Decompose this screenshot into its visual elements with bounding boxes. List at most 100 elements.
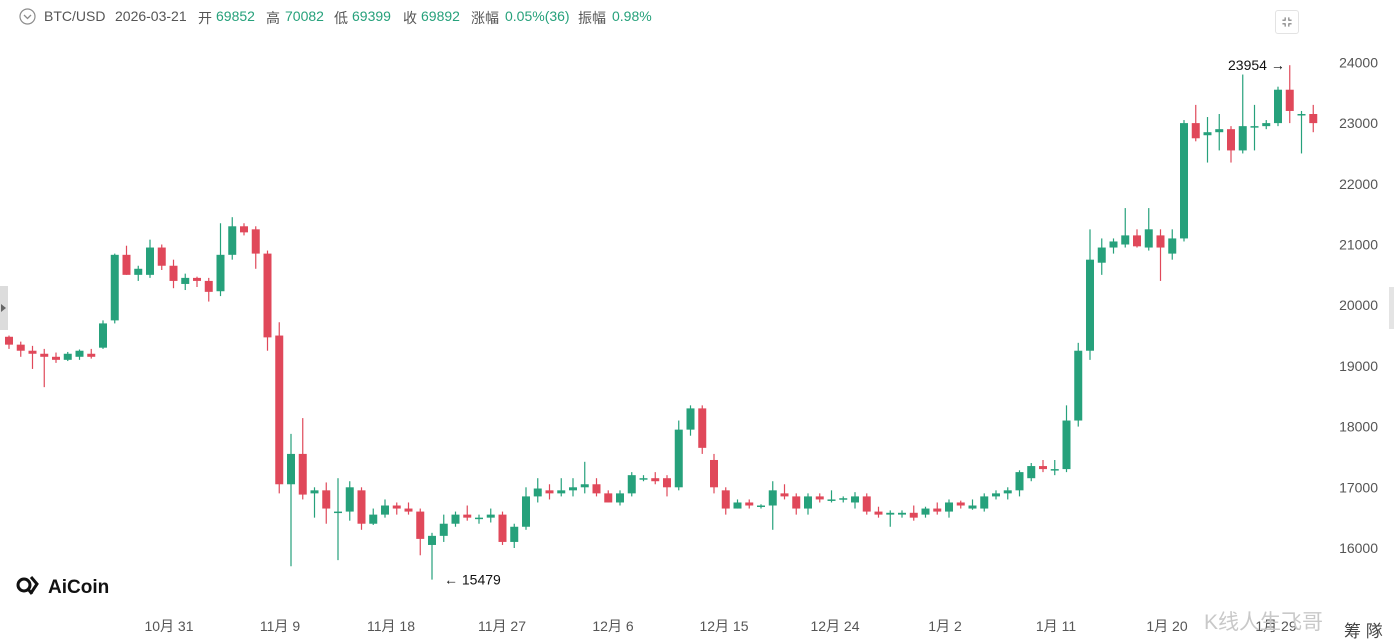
candle[interactable] bbox=[240, 223, 248, 236]
left-panel-handle[interactable] bbox=[0, 286, 8, 330]
candle[interactable] bbox=[827, 490, 836, 503]
candle[interactable] bbox=[63, 351, 72, 362]
candle[interactable] bbox=[745, 499, 754, 509]
candle[interactable] bbox=[1133, 229, 1141, 248]
candle[interactable] bbox=[1227, 126, 1235, 163]
candle[interactable] bbox=[757, 504, 765, 509]
candle[interactable] bbox=[122, 245, 131, 275]
candle[interactable] bbox=[134, 265, 143, 281]
candle[interactable] bbox=[815, 493, 824, 503]
candle[interactable] bbox=[933, 502, 942, 515]
candle[interactable] bbox=[698, 405, 707, 454]
candle[interactable] bbox=[1121, 208, 1130, 248]
candle[interactable] bbox=[1285, 65, 1294, 124]
candle[interactable] bbox=[193, 276, 201, 287]
candle[interactable] bbox=[357, 487, 366, 530]
candle[interactable] bbox=[439, 514, 448, 542]
candle[interactable] bbox=[768, 481, 777, 530]
candle[interactable] bbox=[5, 335, 13, 349]
candle[interactable] bbox=[1238, 74, 1247, 154]
candle[interactable] bbox=[1050, 459, 1059, 476]
candle[interactable] bbox=[651, 472, 660, 485]
candle[interactable] bbox=[157, 244, 166, 270]
candle[interactable] bbox=[416, 508, 425, 556]
candle[interactable] bbox=[522, 487, 530, 530]
candle[interactable] bbox=[792, 493, 801, 515]
candle[interactable] bbox=[968, 499, 977, 510]
candle[interactable] bbox=[52, 352, 60, 363]
candle[interactable] bbox=[839, 496, 848, 503]
candle[interactable] bbox=[851, 492, 859, 509]
candle[interactable] bbox=[16, 341, 25, 357]
candle[interactable] bbox=[804, 493, 812, 515]
candle[interactable] bbox=[1203, 117, 1212, 163]
candle[interactable] bbox=[181, 273, 190, 291]
candle[interactable] bbox=[228, 217, 237, 260]
candle[interactable] bbox=[169, 259, 178, 289]
candle[interactable] bbox=[75, 349, 84, 360]
candle[interactable] bbox=[404, 502, 413, 515]
candle[interactable] bbox=[1215, 113, 1224, 151]
candle[interactable] bbox=[392, 502, 401, 515]
candle[interactable] bbox=[1168, 229, 1177, 260]
candle[interactable] bbox=[1191, 104, 1200, 142]
candle[interactable] bbox=[381, 499, 389, 518]
candle[interactable] bbox=[510, 523, 519, 548]
candle[interactable] bbox=[1109, 238, 1118, 254]
candle[interactable] bbox=[28, 345, 37, 369]
candle[interactable] bbox=[710, 453, 718, 494]
candle[interactable] bbox=[87, 348, 96, 359]
candle[interactable] bbox=[580, 461, 589, 494]
candle[interactable] bbox=[204, 277, 213, 302]
candle[interactable] bbox=[616, 490, 624, 506]
candle[interactable] bbox=[369, 508, 378, 525]
candle[interactable] bbox=[298, 418, 307, 500]
candle[interactable] bbox=[40, 348, 49, 388]
candle[interactable] bbox=[451, 511, 460, 527]
candle[interactable] bbox=[275, 322, 284, 494]
candle[interactable] bbox=[545, 484, 554, 500]
candle[interactable] bbox=[1274, 86, 1282, 127]
candle[interactable] bbox=[345, 481, 354, 521]
candle[interactable] bbox=[1309, 104, 1318, 133]
candle[interactable] bbox=[1062, 405, 1071, 473]
candle[interactable] bbox=[945, 499, 953, 518]
candle[interactable] bbox=[110, 253, 119, 324]
candle[interactable] bbox=[733, 499, 742, 509]
candle[interactable] bbox=[334, 478, 342, 561]
candle[interactable] bbox=[1262, 120, 1271, 130]
candle[interactable] bbox=[1180, 120, 1188, 242]
candle[interactable] bbox=[663, 475, 671, 497]
candle[interactable] bbox=[1003, 487, 1012, 500]
candle[interactable] bbox=[674, 420, 683, 491]
candle[interactable] bbox=[310, 487, 319, 518]
candle[interactable] bbox=[251, 226, 260, 269]
candle[interactable] bbox=[1144, 208, 1153, 251]
candle[interactable] bbox=[874, 506, 883, 518]
candle[interactable] bbox=[909, 505, 918, 521]
candle[interactable] bbox=[569, 478, 577, 497]
candle[interactable] bbox=[604, 490, 613, 503]
candle[interactable] bbox=[992, 490, 1000, 500]
candle[interactable] bbox=[216, 223, 225, 297]
candle[interactable] bbox=[956, 500, 965, 509]
candle[interactable] bbox=[686, 405, 695, 436]
candle[interactable] bbox=[99, 320, 107, 349]
candle[interactable] bbox=[592, 478, 601, 497]
candle[interactable] bbox=[1015, 470, 1024, 497]
candle[interactable] bbox=[146, 239, 154, 278]
candle[interactable] bbox=[639, 475, 648, 482]
fullscreen-button[interactable] bbox=[1275, 10, 1299, 34]
candle[interactable] bbox=[486, 508, 495, 523]
candle[interactable] bbox=[780, 484, 789, 500]
candle[interactable] bbox=[428, 532, 436, 580]
candle[interactable] bbox=[980, 493, 989, 512]
right-panel-handle[interactable] bbox=[1389, 287, 1394, 329]
candle[interactable] bbox=[1097, 238, 1106, 275]
candle[interactable] bbox=[1074, 342, 1083, 427]
candle[interactable] bbox=[557, 478, 566, 497]
candle[interactable] bbox=[287, 433, 295, 567]
candle[interactable] bbox=[721, 487, 730, 515]
candle[interactable] bbox=[263, 250, 272, 351]
